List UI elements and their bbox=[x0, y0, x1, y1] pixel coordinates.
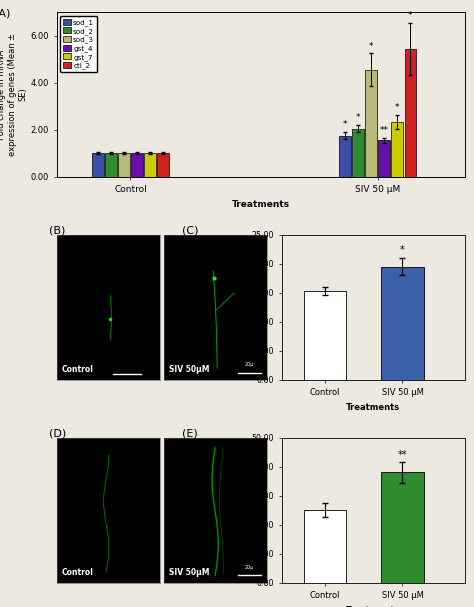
Text: *: * bbox=[369, 41, 374, 50]
Text: *: * bbox=[395, 103, 400, 112]
Text: SIV 50μM: SIV 50μM bbox=[169, 365, 210, 374]
Text: 20μ: 20μ bbox=[245, 565, 254, 569]
Text: *: * bbox=[356, 114, 360, 123]
Bar bbox=[381, 472, 424, 583]
Text: (E): (E) bbox=[182, 429, 198, 439]
Bar bbox=[144, 154, 156, 177]
Bar bbox=[339, 136, 351, 177]
Text: 20μ: 20μ bbox=[245, 362, 254, 367]
Text: (D): (D) bbox=[49, 429, 66, 439]
Text: *: * bbox=[400, 245, 405, 255]
Text: (A): (A) bbox=[0, 9, 10, 19]
Bar bbox=[303, 291, 346, 380]
Bar bbox=[105, 154, 117, 177]
Y-axis label: Relative expression levels in
arbitrary unit (Mean ± SE): Relative expression levels in arbitrary … bbox=[237, 458, 250, 563]
Text: *: * bbox=[343, 120, 347, 129]
Bar bbox=[92, 154, 103, 177]
Bar bbox=[404, 49, 416, 177]
Bar bbox=[365, 70, 377, 177]
Bar bbox=[381, 266, 424, 380]
Y-axis label: Relative expression levels in
arbitrary unit (Mean ± SE): Relative expression levels in arbitrary … bbox=[237, 255, 250, 359]
Bar bbox=[378, 140, 390, 177]
Text: (B): (B) bbox=[49, 226, 65, 236]
Legend: sod_1, sod_2, sod_3, gst_4, gst_7, ctl_2: sod_1, sod_2, sod_3, gst_4, gst_7, ctl_2 bbox=[61, 16, 97, 72]
Text: SIV 50μM: SIV 50μM bbox=[169, 568, 210, 577]
Text: *: * bbox=[408, 11, 413, 20]
Y-axis label: Fold change in mRNA
expression of genes (Mean ±
SE): Fold change in mRNA expression of genes … bbox=[0, 33, 27, 156]
X-axis label: Treatments: Treatments bbox=[346, 402, 401, 412]
X-axis label: Treatments: Treatments bbox=[346, 606, 401, 607]
Bar bbox=[352, 129, 364, 177]
Bar bbox=[303, 510, 346, 583]
Text: (C): (C) bbox=[182, 226, 199, 236]
Bar bbox=[118, 154, 130, 177]
Bar bbox=[157, 154, 169, 177]
X-axis label: Treatments: Treatments bbox=[232, 200, 290, 209]
Text: **: ** bbox=[380, 126, 389, 135]
Bar bbox=[392, 121, 403, 177]
Bar bbox=[131, 154, 143, 177]
Text: Control: Control bbox=[62, 568, 94, 577]
Text: Control: Control bbox=[62, 365, 94, 374]
Text: **: ** bbox=[398, 450, 407, 460]
